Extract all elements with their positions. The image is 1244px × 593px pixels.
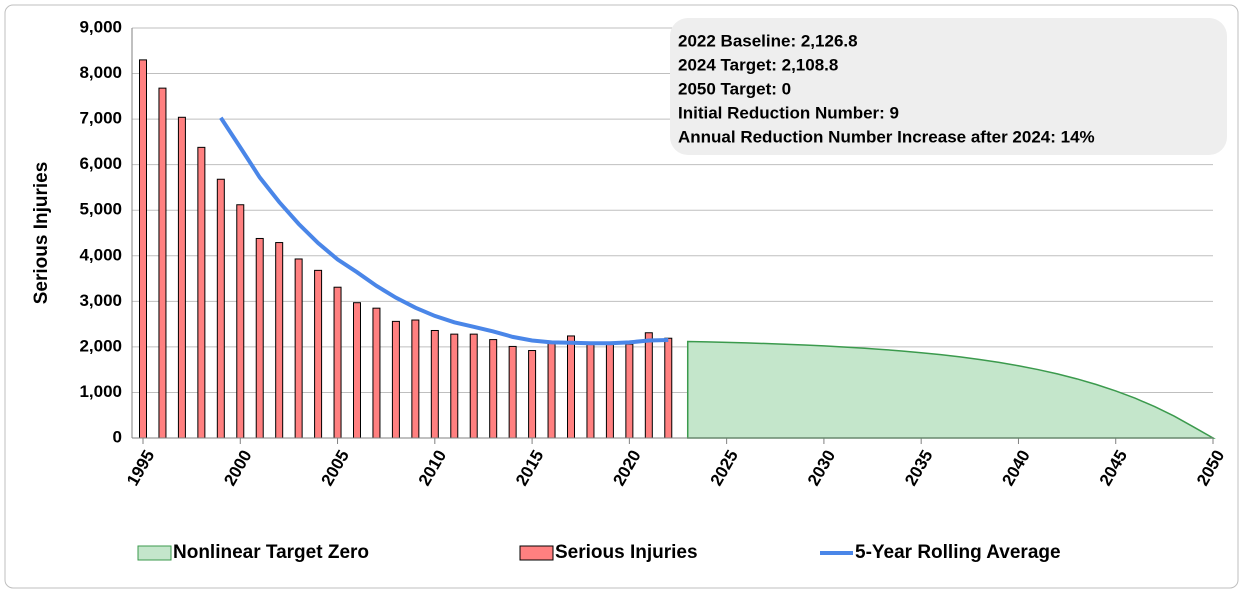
- bar: [333, 286, 342, 439]
- bar: [275, 242, 284, 439]
- rolling-line: [219, 116, 669, 346]
- y-tick-label: 4,000: [79, 245, 122, 264]
- bar: [625, 343, 634, 439]
- annotation: Initial Reduction Number: 9: [678, 103, 899, 122]
- legend-swatch: [137, 545, 172, 561]
- bar: [547, 342, 556, 439]
- y-tick-label: 9,000: [79, 17, 122, 36]
- y-tick-label: 5,000: [79, 200, 122, 219]
- y-tick-label: 8,000: [79, 63, 122, 82]
- y-tick-label: 3,000: [79, 291, 122, 310]
- bar: [528, 350, 537, 439]
- bar: [197, 146, 206, 439]
- bar: [411, 319, 420, 439]
- legend-label: Serious Injuries: [555, 542, 698, 563]
- bar: [605, 342, 614, 439]
- bar: [216, 178, 225, 439]
- annotation: Annual Reduction Number Increase after 2…: [678, 127, 1095, 146]
- annotation: 2050 Target: 0: [678, 79, 791, 98]
- y-tick-label: 0: [113, 427, 122, 446]
- annotation: 2022 Baseline: 2,126.8: [678, 31, 858, 50]
- target-area: [686, 340, 1216, 439]
- legend-label: 5-Year Rolling Average: [855, 542, 1061, 563]
- bar: [567, 335, 575, 439]
- bar: [158, 87, 167, 439]
- bar: [644, 332, 653, 439]
- legend-swatch: [519, 545, 554, 561]
- bar: [508, 345, 517, 439]
- bar: [372, 307, 381, 439]
- bar: [489, 339, 498, 439]
- bar: [430, 329, 439, 439]
- bar: [391, 320, 400, 439]
- y-axis-label: Serious Injuries: [31, 162, 52, 305]
- bar: [294, 258, 303, 439]
- y-tick-label: 1,000: [79, 382, 122, 401]
- y-tick-label: 6,000: [79, 154, 122, 173]
- bar: [469, 333, 478, 439]
- annotation: 2024 Target: 2,108.8: [678, 55, 838, 74]
- legend-label: Nonlinear Target Zero: [173, 542, 369, 563]
- bar: [177, 116, 186, 439]
- annotation-box: [670, 18, 1227, 155]
- y-tick-label: 2,000: [79, 336, 122, 355]
- bar: [586, 341, 595, 439]
- bar: [255, 237, 264, 439]
- y-tick-label: 7,000: [79, 109, 122, 128]
- bar: [139, 59, 147, 439]
- bar: [236, 204, 245, 439]
- bar: [664, 337, 673, 439]
- bar: [450, 333, 459, 439]
- bar: [353, 302, 361, 439]
- bar: [314, 269, 323, 439]
